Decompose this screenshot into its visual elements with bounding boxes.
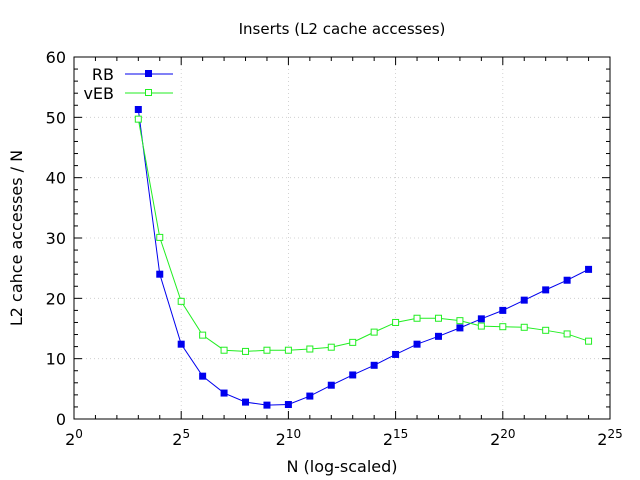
x-tick-base: 2 bbox=[65, 430, 75, 449]
data-point-rb bbox=[156, 270, 164, 278]
data-point-veb bbox=[242, 347, 250, 355]
plot-frame bbox=[73, 56, 611, 420]
data-point-veb bbox=[263, 346, 271, 354]
data-point-veb bbox=[585, 337, 593, 345]
data-point-rb bbox=[499, 306, 507, 314]
x-tick-base: 2 bbox=[383, 430, 393, 449]
data-point-veb bbox=[220, 346, 228, 354]
x-tick-base: 2 bbox=[490, 430, 500, 449]
x-tick-label: 220 bbox=[490, 427, 515, 449]
data-point-veb bbox=[563, 330, 571, 338]
data-point-rb bbox=[585, 265, 593, 273]
data-point-veb bbox=[349, 338, 357, 346]
data-point-rb bbox=[220, 389, 228, 397]
data-point-rb bbox=[456, 324, 464, 332]
data-point-veb bbox=[134, 115, 142, 123]
series-lines bbox=[137, 109, 589, 406]
data-point-veb bbox=[199, 331, 207, 339]
data-point-veb bbox=[370, 328, 378, 336]
data-point-rb bbox=[327, 381, 335, 389]
x-tick-exponent: 0 bbox=[75, 427, 83, 441]
legend: RB vEB bbox=[83, 65, 173, 103]
data-point-rb bbox=[542, 286, 550, 294]
data-point-veb bbox=[156, 233, 164, 241]
data-point-rb bbox=[284, 401, 292, 409]
data-point-veb bbox=[499, 323, 507, 331]
data-point-veb bbox=[542, 326, 550, 334]
x-tick-exponent: 15 bbox=[393, 427, 408, 441]
x-tick-exponent: 25 bbox=[607, 427, 622, 441]
data-point-rb bbox=[242, 398, 250, 406]
y-tick-label: 30 bbox=[46, 229, 66, 248]
data-point-rb bbox=[177, 340, 185, 348]
y-tick-label: 0 bbox=[56, 410, 66, 429]
data-point-rb bbox=[434, 332, 442, 340]
x-tick-label: 225 bbox=[597, 427, 622, 449]
x-axis-title: N (log-scaled) bbox=[286, 457, 397, 476]
series-line-rb bbox=[137, 109, 589, 406]
legend-marker-rb bbox=[145, 70, 152, 77]
data-point-veb bbox=[327, 343, 335, 351]
x-tick-label: 25 bbox=[172, 427, 190, 449]
data-point-veb bbox=[413, 314, 421, 322]
data-point-rb bbox=[306, 392, 314, 400]
y-tick-label: 40 bbox=[46, 169, 66, 188]
x-tick-label: 210 bbox=[276, 427, 301, 449]
x-tick-label: 20 bbox=[65, 427, 83, 449]
grid bbox=[74, 57, 610, 419]
x-tick-base: 2 bbox=[172, 430, 182, 449]
y-tick-label: 50 bbox=[46, 108, 66, 127]
data-point-veb bbox=[284, 346, 292, 354]
data-point-rb bbox=[563, 276, 571, 284]
data-point-rb bbox=[134, 105, 142, 113]
y-tick-label: 10 bbox=[46, 350, 66, 369]
x-tick-label: 215 bbox=[383, 427, 408, 449]
data-point-veb bbox=[434, 314, 442, 322]
data-point-veb bbox=[456, 317, 464, 325]
data-point-veb bbox=[520, 323, 528, 331]
data-point-veb bbox=[306, 345, 314, 353]
x-tick-base: 2 bbox=[276, 430, 286, 449]
x-tick-base: 2 bbox=[597, 430, 607, 449]
data-point-veb bbox=[477, 322, 485, 330]
data-point-rb bbox=[349, 371, 357, 379]
data-point-rb bbox=[370, 361, 378, 369]
legend-label-rb: RB bbox=[92, 65, 114, 84]
legend-marker-veb bbox=[145, 89, 152, 96]
series-markers bbox=[134, 105, 593, 409]
y-axis-title: L2 cahce accesses / N bbox=[7, 150, 26, 326]
data-point-rb bbox=[263, 401, 271, 409]
y-tick-label: 20 bbox=[46, 289, 66, 308]
chart-title: Inserts (L2 cache accesses) bbox=[239, 20, 446, 38]
x-tick-exponent: 20 bbox=[500, 427, 515, 441]
series-line-veb bbox=[137, 119, 589, 352]
data-point-veb bbox=[392, 318, 400, 326]
x-tick-exponent: 10 bbox=[286, 427, 301, 441]
x-tick-exponent: 5 bbox=[182, 427, 190, 441]
data-point-rb bbox=[520, 296, 528, 304]
y-tick-label: 60 bbox=[46, 48, 66, 67]
data-point-rb bbox=[413, 340, 421, 348]
data-point-rb bbox=[477, 315, 485, 323]
legend-label-veb: vEB bbox=[83, 84, 114, 103]
data-point-veb bbox=[177, 297, 185, 305]
data-point-rb bbox=[392, 350, 400, 358]
data-point-rb bbox=[199, 372, 207, 380]
